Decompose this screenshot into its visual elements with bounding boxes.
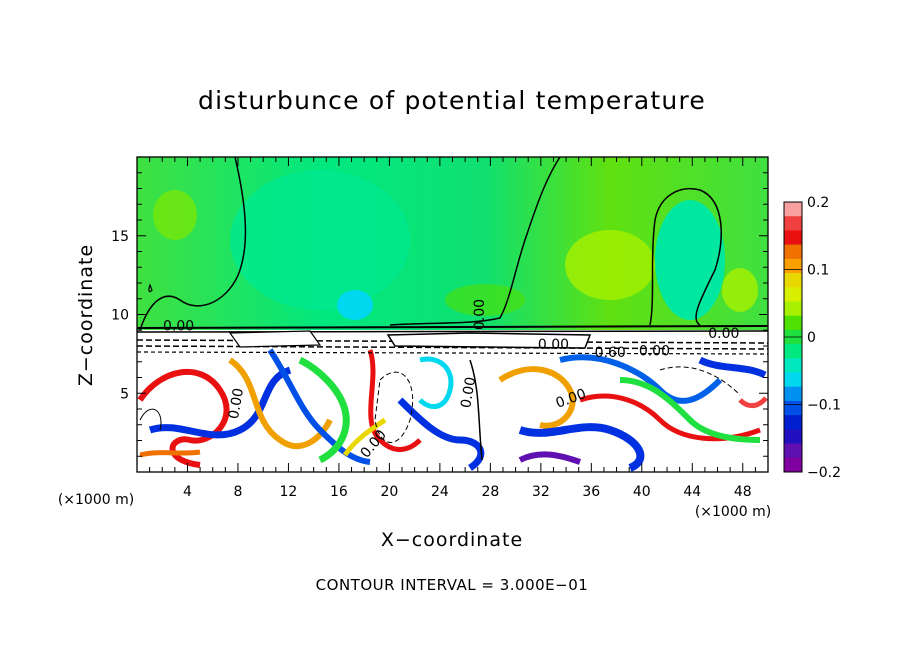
chart-title: disturbunce of potential temperature <box>198 86 706 115</box>
turbulent-band <box>342 417 387 457</box>
turbulent-band <box>367 349 422 452</box>
contour-label: 0.60 <box>595 345 626 361</box>
x-axis-label: X−coordinate <box>381 529 523 551</box>
contour-label: 0.00 <box>639 343 670 359</box>
colorbar-swatch <box>784 230 802 246</box>
colorbar-swatch <box>784 344 802 359</box>
colorbar-swatch <box>784 429 802 445</box>
colorbar-swatch <box>784 358 802 374</box>
turbulent-band <box>518 423 645 472</box>
contour-line <box>148 283 153 293</box>
contour-label: 0.00 <box>226 387 247 420</box>
colorbar-swatch <box>784 315 802 331</box>
inversion-line <box>137 351 768 355</box>
colorbar-tick-label: 0 <box>807 330 816 346</box>
contour-interval-note: CONTOUR INTERVAL = 3.000E−01 <box>315 576 589 594</box>
turbulent-band <box>418 356 454 409</box>
inversion-line <box>137 345 768 350</box>
x-tick-label: 32 <box>532 484 550 500</box>
colorbar-swatch <box>784 273 802 288</box>
x-tick-label: 24 <box>431 484 449 500</box>
x-axis: 4 8 12 16 20 24 28 32 36 40 44 48 <box>149 157 756 500</box>
y-axis-label: Z−coordinate <box>75 244 97 386</box>
colorbar-tick-label: 0.1 <box>807 263 829 279</box>
colorbar-swatch <box>784 400 802 416</box>
colorbar-swatch <box>784 386 802 402</box>
x-tick-label: 4 <box>183 484 192 500</box>
turbulent-band <box>137 369 230 468</box>
contour-line <box>139 408 162 431</box>
colorbar-tick-label: 0.2 <box>807 195 829 211</box>
contour-line <box>389 157 561 326</box>
contour-line <box>139 157 247 331</box>
x-tick-label: 36 <box>582 484 600 500</box>
colorbar-swatch <box>784 443 802 459</box>
x-tick-label: 44 <box>683 484 701 500</box>
x-tick-label: 20 <box>380 484 398 500</box>
turbulent-band <box>498 366 576 429</box>
colorbar-swatch <box>784 415 802 430</box>
colorbar-swatch <box>784 457 802 473</box>
contour-label: 0.00 <box>538 337 569 353</box>
turbulent-band <box>738 396 768 409</box>
y-tick-label: 15 <box>111 229 129 245</box>
field-plot-area <box>137 157 768 472</box>
field-blob <box>337 290 373 320</box>
turbulent-band <box>469 359 483 461</box>
y-tick-label: 10 <box>111 308 129 324</box>
x-unit-label-left: (×1000 m) <box>58 492 134 508</box>
turbulent-band <box>139 449 201 458</box>
contour-line <box>228 330 322 348</box>
turbulent-band <box>619 377 761 443</box>
x-tick-label: 40 <box>633 484 651 500</box>
contour-label: 0.00 <box>472 299 488 330</box>
turbulent-band <box>228 357 333 449</box>
turbulent-band <box>397 397 485 471</box>
colorbar-swatch <box>784 216 802 231</box>
y-tick-label: 5 <box>120 386 129 402</box>
colorbar-swatch <box>784 244 802 260</box>
x-tick-label: 8 <box>233 484 242 500</box>
turbulent-band <box>698 356 767 379</box>
colorbar: 0.2 0.1 0 −0.1 −0.2 <box>783 195 841 481</box>
inversion-line <box>137 330 768 333</box>
field-blob <box>230 170 410 310</box>
field-blob <box>565 230 655 300</box>
contour-line <box>659 366 741 396</box>
x-tick-label: 12 <box>280 484 298 500</box>
colorbar-swatch <box>784 301 802 317</box>
inversion-line <box>137 325 768 329</box>
contour-label: 0.00 <box>458 376 479 409</box>
colorbar-swatch <box>784 258 802 274</box>
turbulent-band <box>298 356 350 464</box>
x-tick-label: 28 <box>481 484 499 500</box>
contour-line <box>374 371 414 443</box>
turbulent-band <box>518 451 581 465</box>
turbulent-band <box>267 348 371 465</box>
colorbar-swatch <box>784 202 802 217</box>
field-blob <box>722 268 758 312</box>
colorbar-tick-label: −0.1 <box>807 398 841 414</box>
x-tick-label: 16 <box>330 484 348 500</box>
turbulent-band <box>148 366 292 439</box>
contour-label: 0.00 <box>708 326 739 342</box>
field-blob <box>153 190 197 240</box>
colorbar-tick-label: −0.2 <box>807 465 841 481</box>
x-unit-label-right: (×1000 m) <box>695 504 771 520</box>
x-tick-label: 48 <box>734 484 752 500</box>
field-blob <box>655 200 725 320</box>
y-axis: 5 10 15 <box>111 172 768 457</box>
colorbar-swatch <box>784 372 802 388</box>
colorbar-swatch <box>784 287 802 302</box>
contour-label: 0.00 <box>163 318 194 334</box>
contour-line <box>386 332 592 349</box>
contour-line <box>649 188 722 326</box>
